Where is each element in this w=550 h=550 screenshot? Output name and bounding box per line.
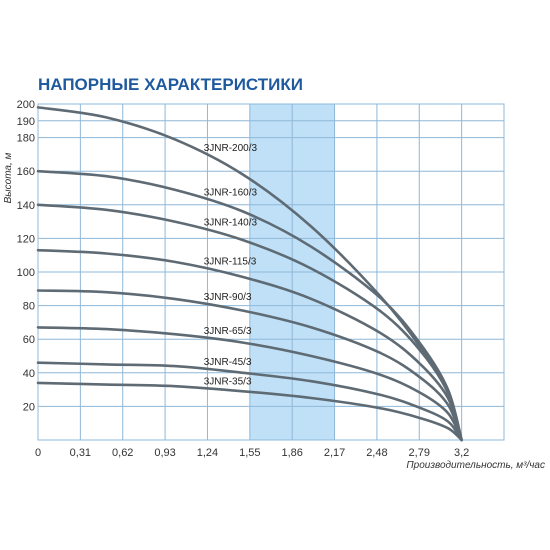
x-tick-label: 1,86 [281, 447, 302, 459]
series-label: 3JNR-65/3 [204, 326, 252, 337]
series-line-3jnr-45-3 [36, 361, 463, 442]
series-line-3jnr-35-3 [36, 381, 463, 442]
y-tick-label: 160 [17, 166, 35, 178]
series-line-3jnr-115-3 [36, 248, 463, 442]
x-tick-label: 3,2 [454, 447, 469, 459]
y-tick-label: 100 [17, 267, 35, 279]
y-axis-label: Высота, м [3, 152, 14, 203]
series-line-3jnr-90-3 [36, 289, 463, 442]
x-axis-label: Производительность, м³/час [406, 460, 545, 471]
y-tick-label: 40 [23, 368, 35, 380]
x-tick-label: 2,48 [366, 447, 387, 459]
y-tick-label: 120 [17, 233, 35, 245]
series-label: 3JNR-90/3 [204, 292, 252, 303]
series-label: 3JNR-45/3 [204, 357, 252, 368]
series-label: 3JNR-140/3 [204, 218, 258, 229]
y-tick-label: 180 [17, 133, 35, 145]
chart-title: НАПОРНЫЕ ХАРАКТЕРИСТИКИ [38, 75, 303, 94]
series-label: 3JNR-35/3 [204, 376, 252, 387]
y-tick-label: 80 [23, 301, 35, 313]
x-tick-label: 0,62 [112, 447, 133, 459]
x-tick-label: 2,17 [324, 447, 345, 459]
y-tick-label: 20 [23, 401, 35, 413]
y-tick-label: 200 [17, 99, 35, 111]
series-label: 3JNR-115/3 [204, 257, 257, 268]
series-label: 3JNR-160/3 [204, 187, 258, 198]
x-tick-label: 1,24 [197, 447, 218, 459]
x-tick-label: 0,93 [154, 447, 175, 459]
x-tick-label: 1,55 [239, 447, 260, 459]
series-line-3jnr-65-3 [36, 326, 463, 442]
x-tick-label: 2,79 [409, 447, 430, 459]
y-tick-label: 60 [23, 334, 35, 346]
y-tick-label: 190 [17, 116, 35, 128]
series-line-3jnr-140-3 [36, 203, 463, 442]
series-line-3jnr-160-3 [36, 169, 463, 442]
x-tick-label: 0 [35, 447, 41, 459]
series-label: 3JNR-200/3 [204, 143, 258, 154]
x-tick-label: 0,31 [70, 447, 91, 459]
y-tick-label: 140 [17, 200, 35, 212]
